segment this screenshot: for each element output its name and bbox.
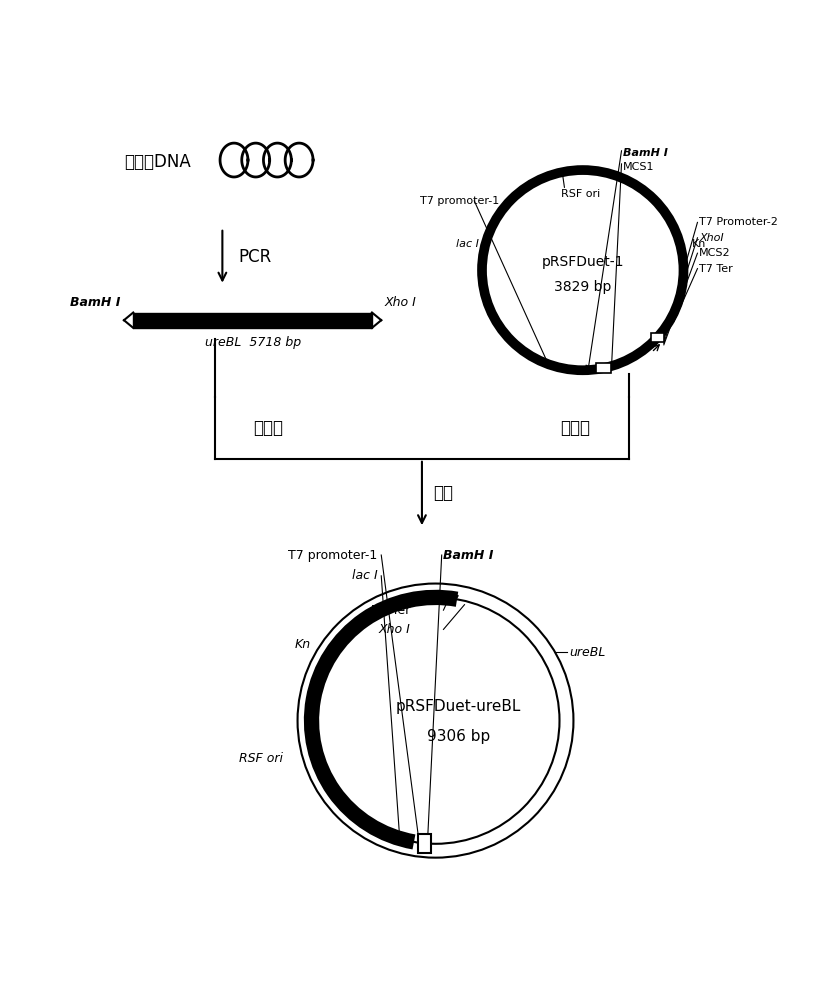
- Text: RSF ori: RSF ori: [239, 752, 283, 765]
- Polygon shape: [447, 596, 458, 605]
- Text: BamH I: BamH I: [623, 148, 668, 158]
- Text: 双酶切: 双酶切: [560, 419, 591, 437]
- Text: 连接: 连接: [434, 484, 453, 502]
- Text: pRSFDuet-1: pRSFDuet-1: [542, 255, 624, 269]
- Text: lac I: lac I: [456, 239, 479, 249]
- Text: 双酶切: 双酶切: [254, 419, 283, 437]
- Text: T7 Ter: T7 Ter: [699, 264, 733, 274]
- Polygon shape: [666, 316, 674, 325]
- Text: Kn: Kn: [692, 239, 706, 249]
- Bar: [133, 312, 372, 328]
- Bar: [419, 834, 431, 853]
- Text: MCS2: MCS2: [699, 248, 730, 258]
- Text: lac I: lac I: [352, 569, 377, 582]
- Text: ureBL  5718 bp: ureBL 5718 bp: [204, 336, 301, 349]
- Bar: [596, 363, 611, 373]
- Text: T7 promoter-1: T7 promoter-1: [420, 196, 499, 206]
- Text: 3829 bp: 3829 bp: [554, 280, 611, 294]
- Text: Xho I: Xho I: [378, 623, 410, 636]
- Text: XhoI: XhoI: [699, 233, 724, 243]
- Text: T7 promoter-1: T7 promoter-1: [288, 549, 377, 562]
- Text: BamH I: BamH I: [70, 296, 121, 309]
- Text: pRSFDuet-ureBL: pRSFDuet-ureBL: [396, 699, 521, 714]
- Text: 9306 bp: 9306 bp: [427, 728, 490, 744]
- Text: RSF ori: RSF ori: [560, 189, 600, 199]
- Text: BamH I: BamH I: [443, 549, 493, 562]
- Bar: [651, 333, 664, 342]
- Text: 基因组DNA: 基因组DNA: [124, 153, 191, 171]
- Text: T7 Promoter-2: T7 Promoter-2: [699, 217, 778, 227]
- Text: PCR: PCR: [238, 248, 271, 266]
- Text: ureBL: ureBL: [569, 646, 605, 659]
- Text: T7 Ter: T7 Ter: [372, 604, 410, 617]
- Text: Xho I: Xho I: [384, 296, 416, 309]
- Text: MCS1: MCS1: [623, 162, 654, 172]
- Text: Kn: Kn: [294, 638, 311, 651]
